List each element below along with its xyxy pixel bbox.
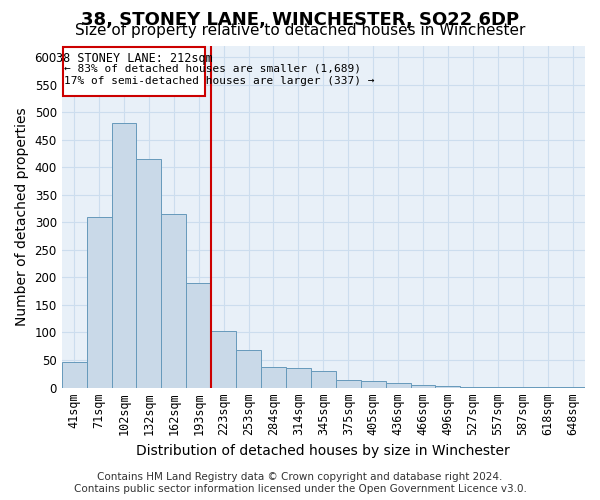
Text: 17% of semi-detached houses are larger (337) →: 17% of semi-detached houses are larger (… xyxy=(64,76,374,86)
Text: Contains HM Land Registry data © Crown copyright and database right 2024.
Contai: Contains HM Land Registry data © Crown c… xyxy=(74,472,526,494)
Text: ← 83% of detached houses are smaller (1,689): ← 83% of detached houses are smaller (1,… xyxy=(64,64,361,74)
Bar xyxy=(286,368,311,388)
Bar xyxy=(161,214,186,388)
Bar xyxy=(211,331,236,388)
Bar xyxy=(336,380,361,388)
Bar xyxy=(62,362,86,388)
Text: 38, STONEY LANE, WINCHESTER, SO22 6DP: 38, STONEY LANE, WINCHESTER, SO22 6DP xyxy=(81,12,519,30)
Bar xyxy=(236,350,261,388)
Bar xyxy=(560,387,585,388)
Text: Size of property relative to detached houses in Winchester: Size of property relative to detached ho… xyxy=(75,24,525,38)
X-axis label: Distribution of detached houses by size in Winchester: Distribution of detached houses by size … xyxy=(136,444,510,458)
Bar xyxy=(86,217,112,388)
Bar xyxy=(186,283,211,388)
Bar xyxy=(535,387,560,388)
Bar xyxy=(436,386,460,388)
Bar xyxy=(261,366,286,388)
FancyBboxPatch shape xyxy=(63,47,205,96)
Bar xyxy=(136,159,161,388)
Bar xyxy=(410,385,436,388)
Y-axis label: Number of detached properties: Number of detached properties xyxy=(15,108,29,326)
Bar xyxy=(510,387,535,388)
Bar xyxy=(112,123,136,388)
Bar xyxy=(460,387,485,388)
Bar xyxy=(311,371,336,388)
Text: 38 STONEY LANE: 212sqm: 38 STONEY LANE: 212sqm xyxy=(56,52,212,64)
Bar xyxy=(386,383,410,388)
Bar xyxy=(361,381,386,388)
Bar xyxy=(485,387,510,388)
